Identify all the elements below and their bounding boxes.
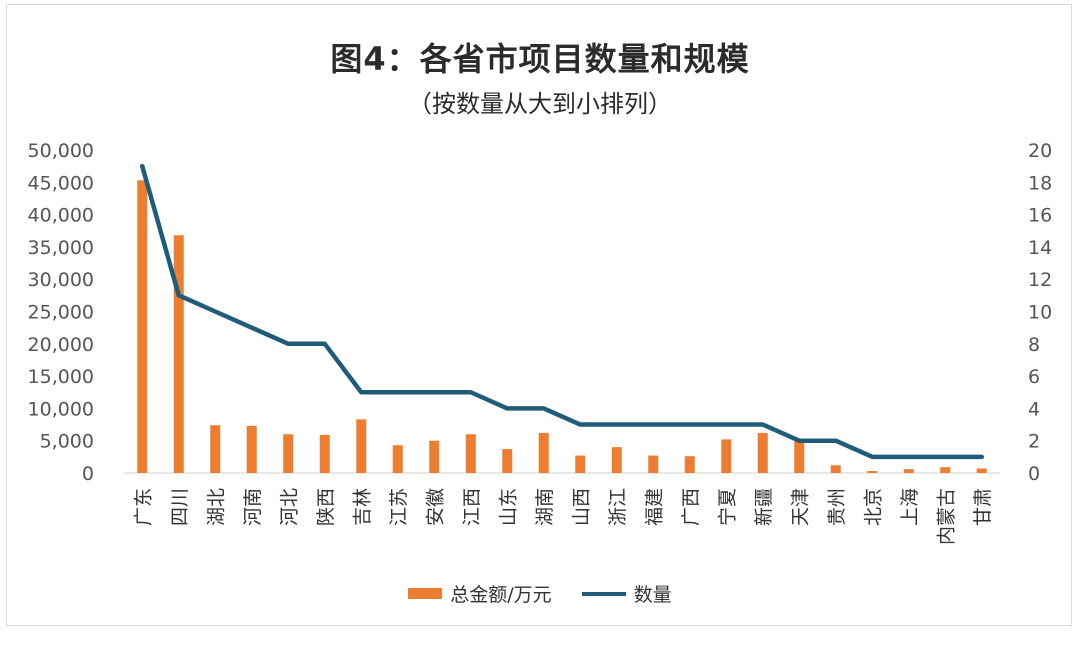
bar-amount (246, 425, 257, 473)
bar-amount (830, 465, 841, 473)
left-tick-label: 20,000 (28, 334, 94, 356)
category-label: 广西 (680, 488, 702, 526)
category-label: 山西 (570, 488, 592, 526)
right-tick-label: 14 (1028, 237, 1052, 259)
category-label: 天津 (789, 488, 811, 526)
bar-amount (319, 434, 330, 473)
bar-amount (210, 425, 221, 473)
right-tick-label: 0 (1028, 463, 1040, 485)
category-label: 甘肃 (972, 488, 994, 526)
bar-amount (721, 439, 732, 473)
left-tick-label: 35,000 (28, 237, 94, 259)
legend-swatch-count (581, 591, 626, 596)
left-tick-label: 10,000 (28, 398, 94, 420)
bar-amount (392, 445, 403, 473)
category-label: 湖南 (534, 488, 556, 526)
category-label: 河北 (278, 488, 300, 526)
left-tick-label: 45,000 (28, 172, 94, 194)
left-tick-label: 40,000 (28, 205, 94, 227)
right-tick-label: 8 (1028, 334, 1040, 356)
bar-amount (903, 469, 914, 473)
right-tick-label: 16 (1028, 205, 1052, 227)
chart-title: 图4：各省市项目数量和规模 (330, 40, 750, 78)
right-tick-label: 6 (1028, 366, 1040, 388)
bar-amount (429, 440, 440, 473)
legend-item-amount: 总金额/万元 (408, 580, 552, 607)
category-label: 陕西 (315, 488, 337, 526)
category-label: 福建 (643, 488, 665, 526)
category-label: 山东 (497, 488, 519, 526)
left-tick-label: 5,000 (40, 431, 94, 453)
legend-label-amount: 总金额/万元 (450, 584, 552, 606)
category-label: 四川 (169, 488, 191, 526)
category-label: 内蒙古 (935, 488, 957, 545)
right-tick-label: 12 (1028, 269, 1052, 291)
chart-legend: 总金额/万元 数量 (0, 580, 1080, 607)
right-tick-label: 10 (1028, 302, 1052, 324)
category-label: 上海 (899, 488, 921, 526)
bar-amount (283, 434, 294, 473)
right-tick-label: 4 (1028, 398, 1040, 420)
category-label: 江西 (461, 488, 483, 526)
bar-amount (575, 455, 586, 473)
bar-amount (684, 456, 695, 473)
right-tick-label: 2 (1028, 431, 1040, 453)
category-label: 浙江 (607, 488, 629, 526)
bar-amount (757, 432, 768, 473)
bar-amount (173, 235, 184, 473)
bar-amount (465, 434, 476, 473)
legend-label-count: 数量 (633, 584, 672, 606)
category-label: 北京 (862, 488, 884, 526)
category-label: 江苏 (388, 488, 410, 526)
category-label: 新疆 (753, 488, 775, 526)
bar-amount (538, 432, 549, 473)
right-tick-label: 18 (1028, 172, 1052, 194)
category-label: 吉林 (351, 488, 373, 526)
category-label: 湖北 (205, 488, 227, 526)
bar-amount (794, 441, 805, 473)
category-label: 贵州 (826, 488, 848, 526)
bar-amount (611, 447, 622, 473)
bar-amount (502, 449, 513, 473)
bar-amount (867, 471, 878, 473)
chart-frame (6, 4, 1072, 626)
legend-item-count: 数量 (581, 580, 672, 607)
bar-amount (976, 468, 987, 473)
category-label: 宁夏 (716, 488, 738, 526)
category-label: 广东 (132, 488, 154, 526)
left-tick-label: 25,000 (28, 302, 94, 324)
left-tick-label: 50,000 (28, 140, 94, 162)
category-label: 河南 (242, 488, 264, 526)
right-tick-label: 20 (1028, 140, 1052, 162)
bar-amount (137, 180, 148, 473)
left-tick-label: 0 (82, 463, 94, 485)
chart-subtitle: （按数量从大到小排列） (408, 90, 672, 118)
left-tick-label: 30,000 (28, 269, 94, 291)
bar-amount (940, 467, 951, 473)
category-label: 安徽 (424, 488, 446, 526)
line-count (140, 163, 984, 460)
legend-swatch-amount (408, 588, 443, 599)
bar-amount (648, 455, 659, 473)
bar-amount (356, 419, 367, 473)
left-tick-label: 15,000 (28, 366, 94, 388)
